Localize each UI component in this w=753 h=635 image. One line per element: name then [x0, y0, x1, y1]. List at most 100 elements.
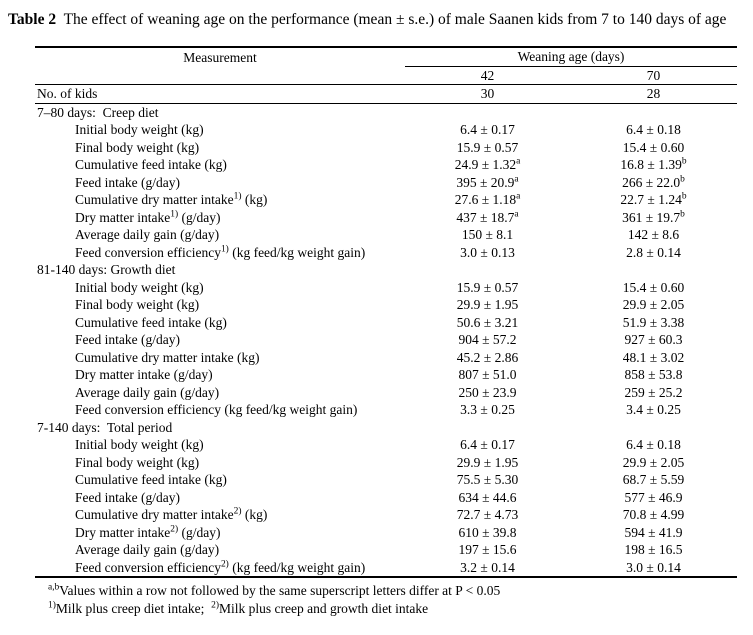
measurement-label: Cumulative dry matter intake2) (kg): [75, 506, 268, 522]
value-cell: 927 ± 60.3: [624, 332, 683, 347]
table-row: Feed intake (g/day) 904 ± 57.2 927 ± 60.3: [35, 331, 737, 349]
table-row: Initial body weight (kg) 6.4 ± 0.17 6.4 ± …: [35, 436, 737, 454]
value-cell: 3.0 ± 0.14: [626, 559, 681, 575]
value-cell: 361 ± 19.7b: [622, 209, 685, 225]
value-cell: 48.1 ± 3.02: [622, 349, 685, 365]
measurement-label: Dry matter intake1) (g/day): [75, 209, 221, 225]
value-cell: 50.6 ± 3.21: [456, 314, 519, 330]
table-number-label: Table 2: [8, 11, 57, 28]
no-of-kids-value-42: 30: [405, 84, 570, 104]
section-row: 7-140 days: Total period: [35, 419, 737, 437]
label-superscript: 2): [233, 506, 242, 517]
value-superscript: b: [681, 191, 687, 202]
value-superscript: b: [680, 209, 685, 219]
value-cell: 16.8 ± 1.39b: [620, 156, 687, 172]
value-cell: 3.4 ± 0.25: [626, 402, 681, 417]
value-cell: 45.2 ± 2.86: [456, 349, 519, 365]
value-cell: 610 ± 39.8: [458, 524, 517, 540]
value-cell: 15.9 ± 0.57: [456, 279, 519, 295]
measurement-label: Average daily gain (g/day): [75, 227, 220, 242]
table-caption: Table 2 The effect of weaning age on the…: [8, 10, 747, 30]
value-superscript: b: [680, 174, 685, 184]
footnote-marker: 1): [48, 600, 56, 611]
measurement-label: Feed intake (g/day): [75, 332, 180, 347]
page: Table 2 The effect of weaning age on the…: [8, 10, 747, 618]
no-of-kids-row: No. of kids 30 28: [35, 84, 737, 104]
value-cell: 858 ± 53.8: [624, 367, 683, 382]
value-cell: 6.4 ± 0.18: [626, 437, 681, 452]
value-cell: 3.2 ± 0.14: [460, 559, 515, 575]
value-cell: 150 ± 8.1: [461, 227, 514, 242]
table-row: Dry matter intake2) (g/day) 610 ± 39.8 594…: [35, 524, 737, 542]
measurement-label: Initial body weight (kg): [75, 122, 204, 137]
section-row: 7–80 days: Creep diet: [35, 103, 737, 121]
table-row: Final body weight (kg) 29.9 ± 1.95 29.9 ± …: [35, 296, 737, 314]
value-cell: 266 ± 22.0b: [622, 174, 685, 190]
table-row: Cumulative feed intake (kg) 50.6 ± 3.21 51…: [35, 314, 737, 332]
section-row: 81-140 days: Growth diet: [35, 261, 737, 279]
value-cell: 29.9 ± 1.95: [456, 297, 519, 312]
value-cell: 29.9 ± 2.05: [622, 297, 685, 312]
measurement-label: Feed conversion efficiency (kg feed/kg w…: [75, 402, 358, 417]
no-of-kids-value-70: 28: [570, 84, 737, 104]
measurement-label: Feed conversion efficiency1) (kg feed/kg…: [75, 244, 366, 260]
table-row: Dry matter intake (g/day) 807 ± 51.0 858 ±…: [35, 366, 737, 384]
value-cell: 904 ± 57.2: [458, 332, 517, 347]
table-row: Final body weight (kg) 15.9 ± 0.57 15.4 ± …: [35, 139, 737, 157]
label-superscript: 2): [170, 524, 179, 534]
table-row: Cumulative feed intake (kg) 24.9 ± 1.32a 1…: [35, 156, 737, 174]
value-cell: 3.3 ± 0.25: [460, 402, 515, 417]
label-superscript: 1): [170, 209, 179, 219]
label-superscript: 1): [233, 191, 242, 202]
value-superscript: a: [516, 156, 521, 167]
value-cell: 577 ± 46.9: [624, 489, 683, 505]
header-row-group: Measurement Weaning age (days): [35, 47, 737, 67]
value-superscript: a: [514, 174, 519, 184]
measurement-label: Initial body weight (kg): [75, 437, 204, 452]
no-of-kids-label: No. of kids: [35, 84, 405, 104]
value-cell: 6.4 ± 0.18: [626, 122, 681, 137]
value-cell: 72.7 ± 4.73: [456, 507, 519, 522]
table-row: Initial body weight (kg) 15.9 ± 0.57 15.4 …: [35, 279, 737, 297]
header-row-ages: 42 70: [35, 66, 737, 85]
table-row: Cumulative dry matter intake2) (kg) 72.7 …: [35, 506, 737, 524]
table-caption-text: The effect of weaning age on the perform…: [56, 11, 727, 28]
value-cell: 198 ± 16.5: [624, 542, 683, 557]
value-cell: 197 ± 15.6: [458, 542, 517, 557]
footnote-marker: 2): [211, 600, 219, 611]
section-header: 7–80 days: Creep diet: [37, 104, 159, 120]
label-superscript: 1): [220, 244, 229, 254]
value-superscript: a: [514, 209, 519, 219]
table-row: Average daily gain (g/day) 250 ± 23.9 259 …: [35, 384, 737, 402]
table-body: 7–80 days: Creep diet Initial body weight…: [35, 103, 737, 577]
measurement-label: Final body weight (kg): [75, 297, 200, 312]
measurement-label: Cumulative dry matter intake (kg): [75, 349, 260, 365]
value-cell: 807 ± 51.0: [458, 367, 517, 382]
table-row: Feed intake (g/day) 395 ± 20.9a 266 ± 22.0…: [35, 174, 737, 192]
value-superscript: a: [516, 191, 521, 202]
table-row: Average daily gain (g/day) 150 ± 8.1 142 ±…: [35, 226, 737, 244]
measurement-label: Average daily gain (g/day): [75, 384, 220, 400]
value-cell: 250 ± 23.9: [458, 384, 517, 400]
table-row: Feed conversion efficiency1) (kg feed/kg…: [35, 244, 737, 262]
table-row: Cumulative dry matter intake (kg) 45.2 ± …: [35, 349, 737, 367]
table-row: Cumulative dry matter intake1) (kg) 27.6 …: [35, 191, 737, 209]
value-cell: 29.9 ± 1.95: [456, 454, 519, 470]
value-superscript: b: [681, 156, 687, 167]
empty-header-cell: [35, 66, 405, 85]
section-header: 81-140 days: Growth diet: [37, 262, 176, 277]
value-cell: 68.7 ± 5.59: [622, 472, 685, 487]
measurement-label: Cumulative feed intake (kg): [75, 314, 227, 330]
value-cell: 70.8 ± 4.99: [622, 507, 685, 522]
table-row: Feed conversion efficiency (kg feed/kg w…: [35, 401, 737, 419]
footnote: a,bValues within a row not followed by t…: [48, 582, 501, 598]
column-header-measurement: Measurement: [183, 49, 257, 65]
performance-table: Measurement Weaning age (days) 42 70 No.…: [35, 46, 737, 578]
table-row: Feed intake (g/day) 634 ± 44.6 577 ± 46.9: [35, 489, 737, 507]
measurement-label: Cumulative feed intake (kg): [75, 157, 227, 172]
column-header-42: 42: [405, 66, 570, 85]
table-head: Measurement Weaning age (days) 42 70 No.…: [35, 47, 737, 104]
measurement-label: Feed conversion efficiency2) (kg feed/kg…: [75, 559, 366, 575]
footnotes: a,bValues within a row not followed by t…: [48, 582, 747, 618]
measurement-label: Feed intake (g/day): [75, 174, 180, 190]
